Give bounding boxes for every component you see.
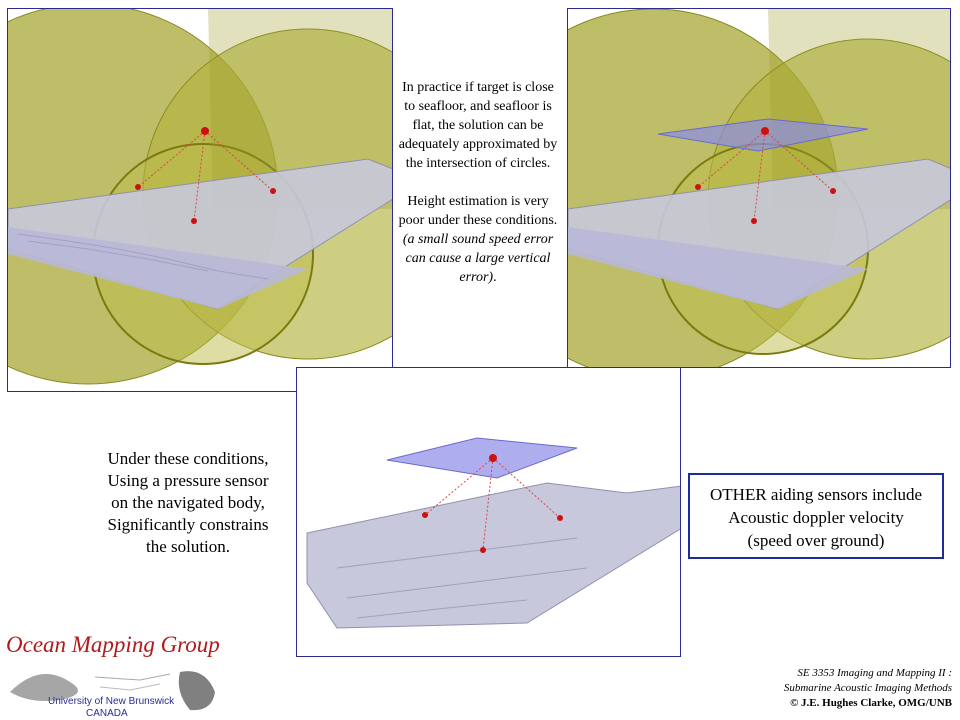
copyright: © J.E. Hughes Clarke, OMG/UNB	[790, 697, 952, 709]
target-marker	[489, 454, 497, 462]
ocean-mapping-group-logo: Ocean Mapping Group University of New Br…	[0, 632, 240, 720]
transponder-marker	[422, 512, 428, 518]
logo-country: CANADA	[86, 708, 128, 719]
conditions-line: the solution.	[145, 537, 231, 556]
figure-seafloor-plane	[296, 367, 681, 657]
spheres-seafloor-illustration	[8, 9, 392, 391]
course-title: SE 3353 Imaging and Mapping II :	[797, 667, 952, 679]
aiding-sensors-box: OTHER aiding sensors include Acoustic do…	[688, 473, 944, 559]
target-marker	[201, 127, 209, 135]
explanation-italic: (a small sound speed error can cause a l…	[402, 232, 554, 285]
transponder-marker	[557, 515, 563, 521]
transponder-marker	[480, 547, 486, 553]
logo-university: University of New Brunswick	[48, 696, 175, 707]
explanation-paragraph-1: In practice if target is close to seaflo…	[398, 80, 558, 171]
explanation-paragraph-2: Height estimation is very poor under the…	[398, 192, 558, 287]
course-footer: SE 3353 Imaging and Mapping II : Submari…	[722, 666, 952, 711]
explanation-line: Height estimation is very poor under the…	[398, 194, 558, 228]
conditions-line: Under these conditions,	[107, 449, 269, 468]
figure-spheres-left	[7, 8, 393, 392]
transponder-marker	[135, 184, 141, 190]
conditions-line: Significantly constrains	[107, 515, 269, 534]
pressure-plane	[657, 118, 869, 152]
aiding-line-1: OTHER aiding sensors include	[710, 485, 922, 504]
explanation-period: .	[493, 270, 497, 285]
conditions-text: Under these conditions, Using a pressure…	[88, 448, 288, 558]
seafloor-plane-illustration	[297, 368, 680, 656]
logo-title: Ocean Mapping Group	[6, 632, 220, 657]
spheres-plane-illustration	[568, 9, 950, 367]
pressure-plane	[386, 437, 578, 479]
explanation-text: In practice if target is close to seaflo…	[398, 78, 558, 306]
figure-spheres-right	[567, 8, 951, 368]
course-subtitle: Submarine Acoustic Imaging Methods	[783, 682, 952, 694]
aiding-line-2: Acoustic doppler velocity	[728, 508, 904, 527]
logo-artwork	[10, 671, 215, 711]
conditions-line: on the navigated body,	[111, 493, 265, 512]
conditions-line: Using a pressure sensor	[107, 471, 269, 490]
aiding-line-3: (speed over ground)	[747, 531, 885, 550]
transponder-marker	[191, 218, 197, 224]
transponder-marker	[270, 188, 276, 194]
